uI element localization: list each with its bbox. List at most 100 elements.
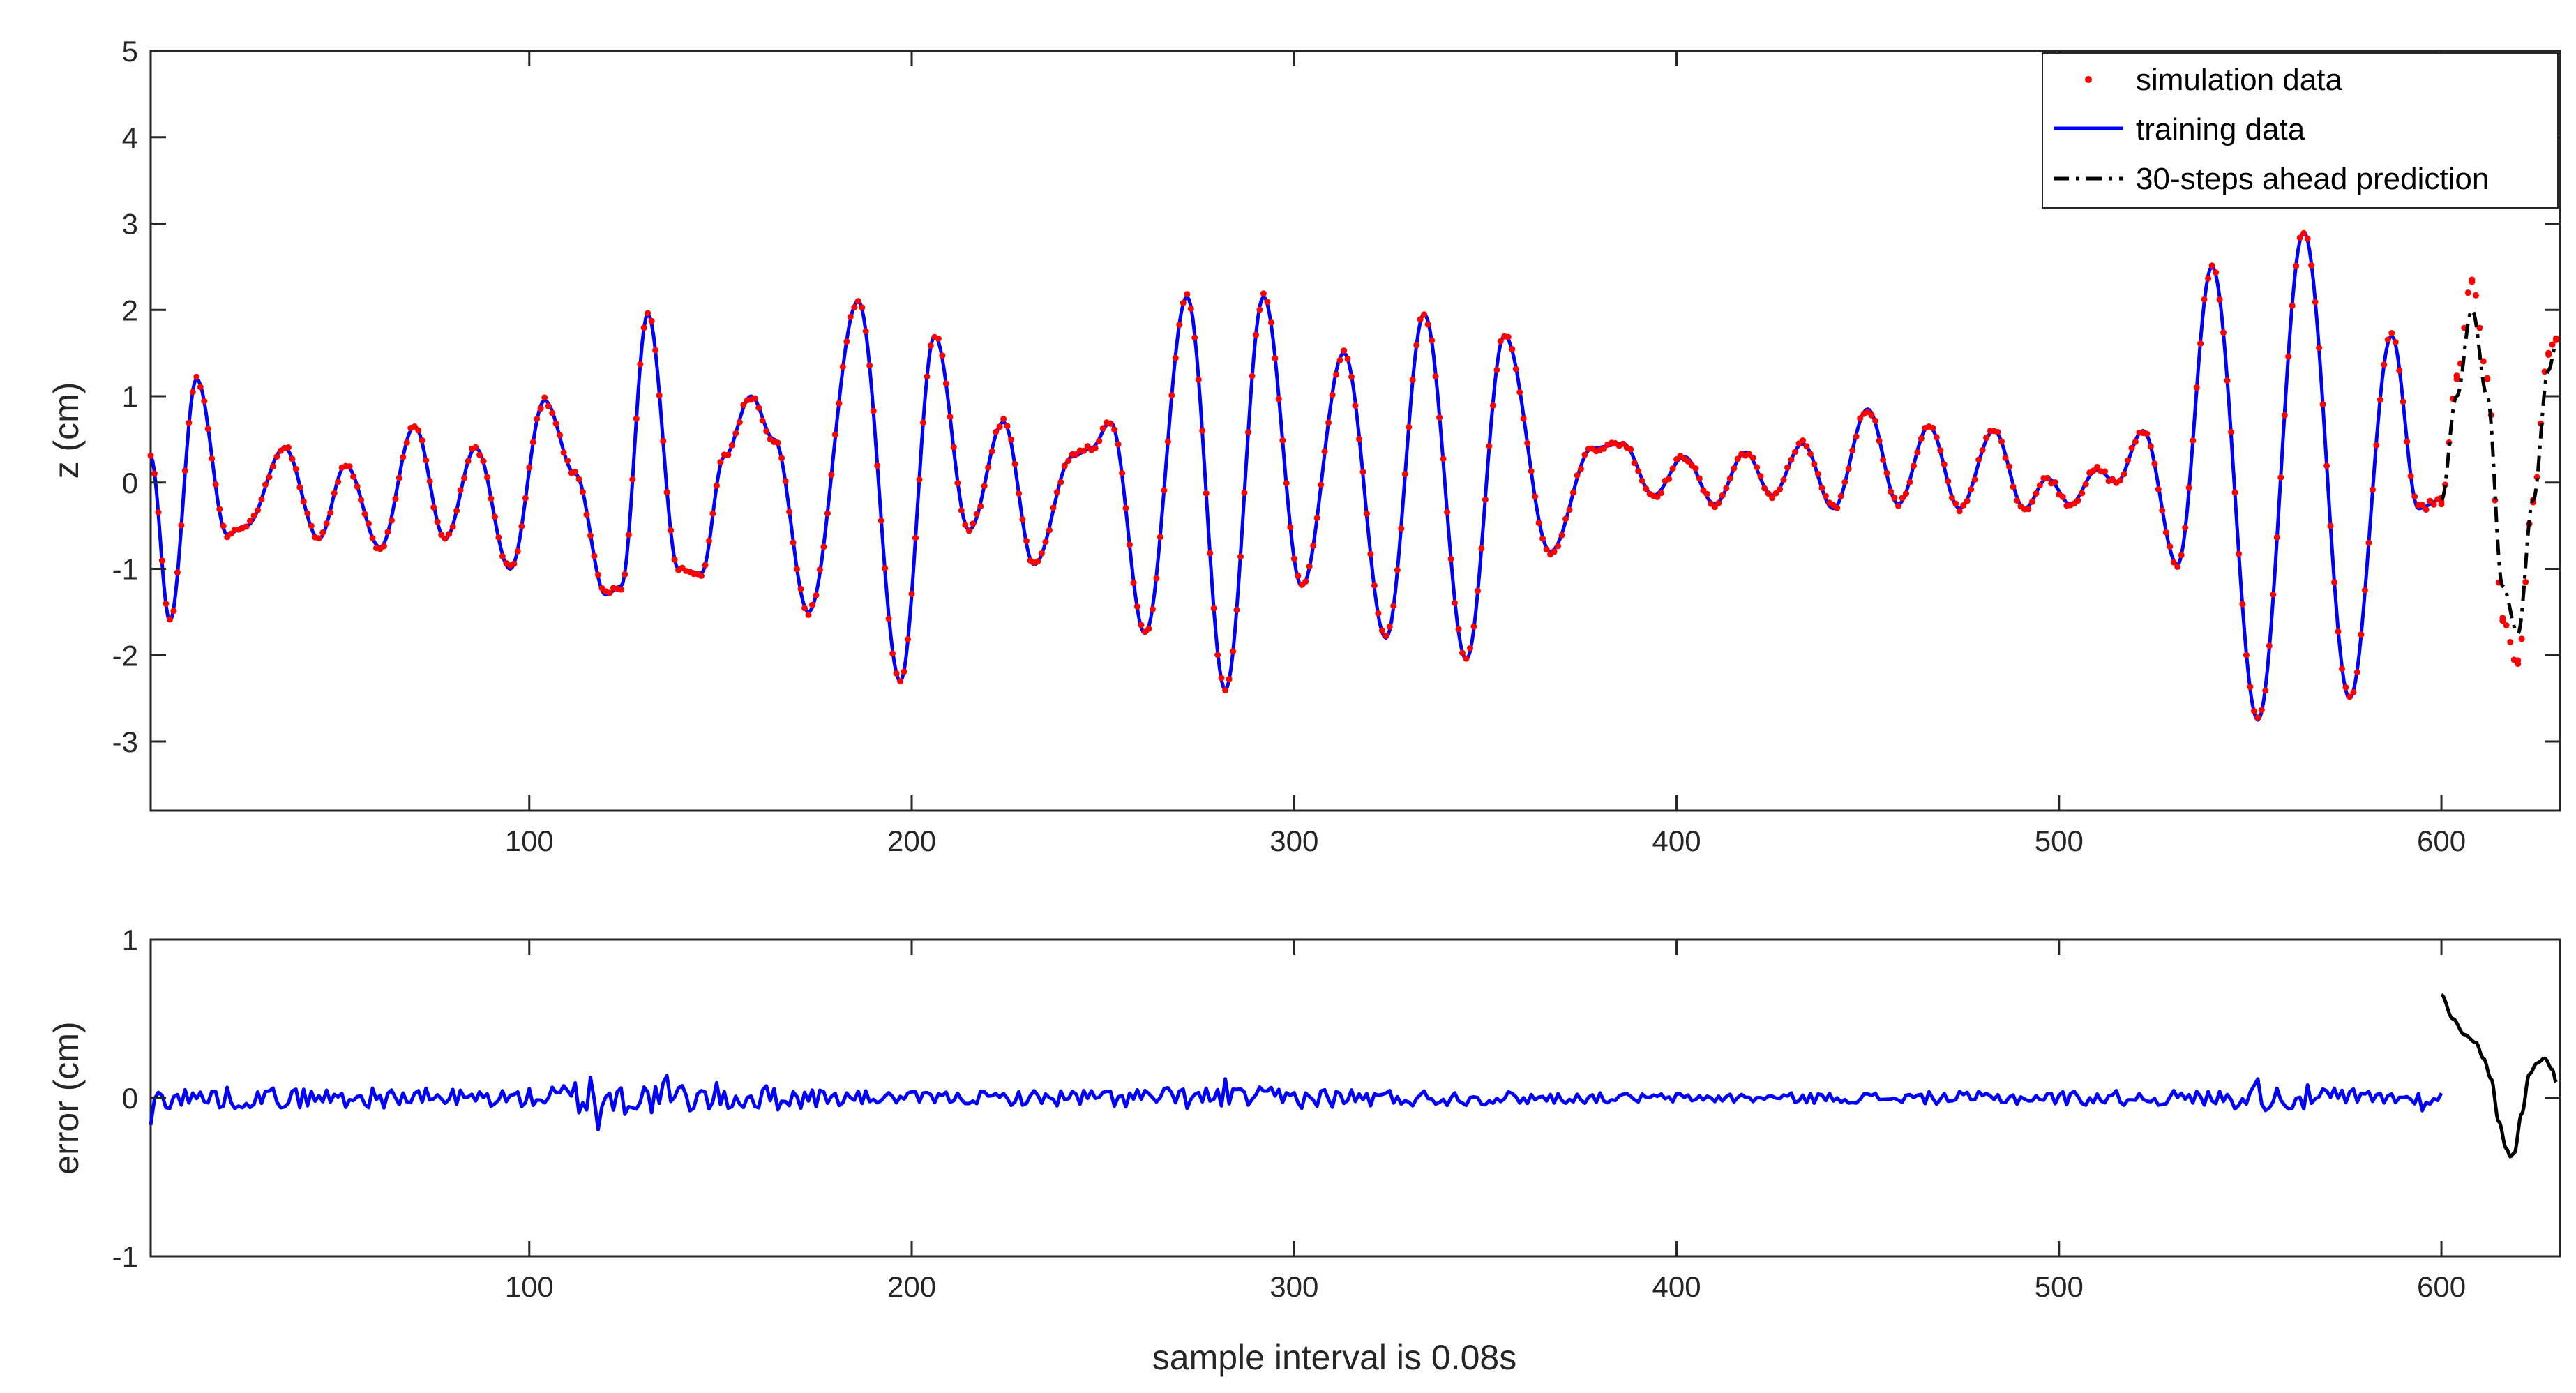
- simulation-data-point: [1807, 451, 1814, 458]
- simulation-data-point: [204, 426, 211, 432]
- top-y-tick-label: 5: [122, 35, 138, 68]
- simulation-data-point: [2125, 457, 2131, 464]
- simulation-data-point: [2270, 591, 2277, 598]
- simulation-data-point: [755, 405, 762, 412]
- simulation-data-point: [1769, 495, 1776, 502]
- top-y-tick-label: 1: [122, 380, 138, 413]
- simulation-data-point: [2545, 352, 2552, 359]
- simulation-data-point: [962, 521, 969, 528]
- simulation-data-point: [702, 562, 709, 569]
- simulation-data-point: [2350, 688, 2357, 695]
- simulation-data-point: [1581, 451, 1588, 458]
- simulation-data-point: [1960, 502, 1967, 509]
- simulation-data-point: [587, 532, 594, 539]
- simulation-data-point: [201, 398, 208, 405]
- simulation-data-point: [1906, 479, 1913, 485]
- simulation-data-point: [147, 452, 154, 459]
- simulation-data-point: [2010, 483, 2017, 490]
- simulation-data-point: [1134, 603, 1140, 610]
- simulation-data-point: [805, 611, 812, 618]
- top-y-tick-label: -3: [112, 725, 138, 758]
- simulation-data-point: [1669, 465, 1676, 472]
- simulation-data-point: [197, 384, 204, 391]
- simulation-data-point: [648, 317, 655, 324]
- simulation-data-point: [396, 474, 402, 481]
- simulation-data-point: [893, 670, 900, 677]
- simulation-data-point: [996, 423, 1003, 430]
- simulation-data-point: [2392, 339, 2399, 345]
- simulation-data-point: [809, 601, 815, 608]
- simulation-data-point: [1038, 550, 1045, 557]
- simulation-data-point: [652, 347, 659, 354]
- simulation-data-point: [1000, 416, 1007, 423]
- simulation-data-point: [1207, 550, 1214, 557]
- simulation-data-point: [2327, 522, 2334, 529]
- simulation-data-point: [484, 474, 490, 481]
- simulation-data-point: [866, 362, 873, 369]
- simulation-data-point: [430, 504, 437, 511]
- simulation-data-point: [1478, 545, 1485, 552]
- simulation-data-point: [2193, 384, 2200, 391]
- simulation-data-point: [2549, 341, 2556, 348]
- simulation-data-point: [2205, 275, 2212, 282]
- simulation-data-point: [2464, 289, 2471, 296]
- simulation-data-point: [166, 616, 173, 623]
- simulation-data-point: [2480, 358, 2487, 365]
- simulation-data-point: [2216, 296, 2223, 303]
- simulation-data-point: [1880, 457, 1887, 463]
- simulation-data-point: [1130, 580, 1137, 586]
- simulation-data-point: [2273, 534, 2280, 541]
- simulation-data-point: [736, 419, 743, 426]
- simulation-data-point: [2312, 299, 2319, 306]
- simulation-data-point: [1516, 389, 1523, 396]
- simulation-data-point: [1467, 645, 1473, 652]
- simulation-data-point: [2553, 335, 2559, 342]
- simulation-data-point: [2396, 367, 2403, 374]
- simulation-data-point: [1241, 489, 1248, 496]
- simulation-data-point: [346, 463, 353, 470]
- simulation-data-point: [897, 678, 904, 685]
- simulation-data-point: [560, 449, 567, 456]
- simulation-data-point: [709, 510, 716, 517]
- simulation-data-point: [2484, 375, 2491, 382]
- simulation-data-point: [1161, 487, 1168, 494]
- simulation-data-point: [1226, 676, 1233, 683]
- simulation-data-point: [2074, 497, 2081, 504]
- bottom-x-axis: 100 200 300 400 500 600: [505, 940, 2466, 1303]
- simulation-data-point: [369, 535, 376, 541]
- simulation-data-point: [1119, 469, 1126, 476]
- simulation-data-point: [633, 415, 640, 422]
- simulation-data-point: [2002, 454, 2009, 461]
- simulation-data-point: [1444, 509, 1451, 515]
- legend-label-training-data: training data: [2136, 112, 2305, 146]
- simulation-data-point: [2185, 484, 2192, 491]
- simulation-data-point: [480, 458, 487, 465]
- simulation-data-point: [308, 522, 315, 529]
- simulation-data-point: [212, 481, 219, 488]
- simulation-data-point: [1493, 366, 1500, 373]
- simulation-data-point: [186, 419, 193, 426]
- simulation-data-point: [862, 328, 869, 335]
- simulation-data-point: [2373, 442, 2380, 449]
- simulation-data-point: [2411, 493, 2418, 500]
- simulation-data-point: [1127, 541, 1133, 548]
- simulation-data-point: [1176, 322, 1183, 329]
- simulation-data-point: [1685, 458, 1692, 465]
- simulation-data-point: [1455, 626, 1462, 633]
- simulation-data-point: [545, 402, 552, 409]
- simulation-data-point: [629, 476, 636, 483]
- simulation-data-point: [874, 462, 881, 469]
- simulation-data-point: [1666, 476, 1673, 483]
- simulation-data-point: [1474, 587, 1481, 594]
- simulation-data-point: [522, 495, 529, 502]
- simulation-data-point: [1574, 472, 1581, 479]
- simulation-data-point: [1050, 504, 1057, 511]
- simulation-data-point: [1080, 447, 1087, 454]
- simulation-data-point: [1524, 439, 1531, 446]
- simulation-data-point: [2404, 438, 2411, 445]
- simulation-data-point: [2365, 539, 2372, 546]
- simulation-data-point: [1107, 420, 1114, 427]
- simulation-data-point: [1283, 480, 1290, 487]
- simulation-data-point: [2208, 262, 2215, 269]
- top-x-tick-label: 600: [2417, 824, 2466, 857]
